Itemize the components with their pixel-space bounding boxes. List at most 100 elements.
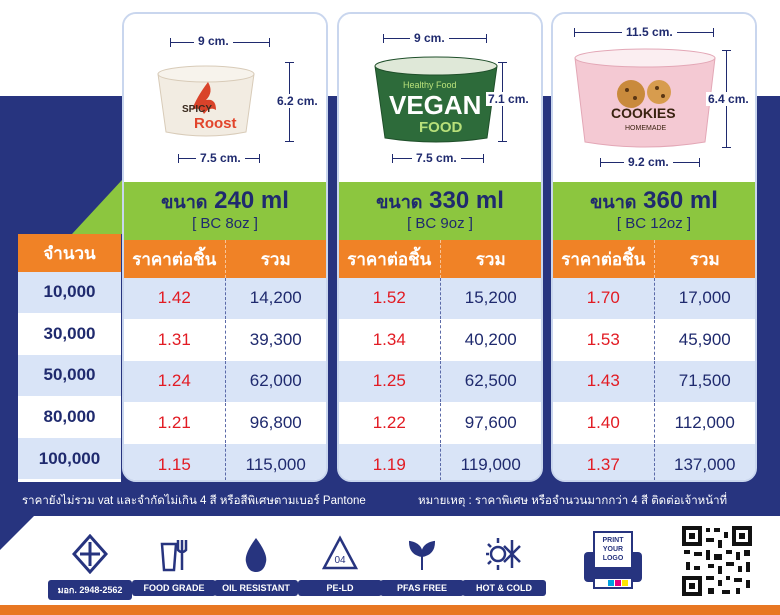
total-cell: 62,500 [464, 371, 517, 391]
unit-price-cell: 1.43 [553, 361, 655, 402]
unit-price-header: ราคาต่อชิ้น [553, 240, 655, 278]
table-header: ราคาต่อชิ้น รวม [553, 240, 755, 278]
total-cell: 97,600 [464, 413, 517, 433]
total-cell: 115,000 [245, 454, 306, 474]
table-row: 1.24 62,000 [124, 361, 326, 403]
cup-text-spicy: SPICY [182, 104, 212, 115]
cup-text-homemade: HOMEMADE [625, 125, 667, 132]
table-row: 1.31 39,300 [124, 319, 326, 362]
qr-code [680, 524, 754, 598]
orange-footer-bar [0, 605, 780, 615]
badge-label: HOT & COLD [462, 580, 546, 596]
table-header: ราคาต่อชิ้น รวม [339, 240, 541, 278]
unit-price-cell: 1.22 [339, 402, 441, 444]
price-rows: 1.70 17,000 1.53 45,900 1.43 71,500 1.40 112… [553, 278, 755, 480]
cup-text-healthy: Healthy Food [403, 80, 457, 90]
total-cell: 15,200 [464, 288, 517, 308]
table-header: ราคาต่อชิ้น รวม [124, 240, 326, 278]
badge-oil-resistant: OIL RESISTANT [214, 534, 298, 596]
table-row: 1.42 14,200 [124, 278, 326, 320]
table-row: 1.21 96,800 [124, 402, 326, 445]
total-cell: 17,000 [678, 288, 731, 308]
table-row: 1.25 62,500 [339, 361, 541, 403]
model-code: [ BC 8oz ] [192, 215, 258, 232]
table-row: 1.53 45,900 [553, 319, 755, 362]
size-value: 330 ml [429, 187, 504, 214]
quantity-cell: 80,000 [18, 396, 121, 439]
badge-label: PFAS FREE [380, 580, 464, 596]
total-cell: 96,800 [249, 413, 302, 433]
leaf-icon [408, 540, 436, 570]
unit-price-header: ราคาต่อชิ้น [339, 240, 441, 278]
unit-price-cell: 1.40 [553, 402, 655, 444]
badge-label: FOOD GRADE [132, 580, 216, 596]
cup-fork-icon [160, 540, 188, 572]
badge-label: OIL RESISTANT [214, 580, 298, 596]
badge-label: มอก. 2948-2562 [48, 580, 132, 600]
size-value: 240 ml [214, 187, 289, 214]
size-band: ขนาด 240 ml [ BC 8oz ] [124, 182, 326, 240]
total-header: รวม [689, 249, 720, 269]
product-card-bc8: SPICY Roost ขนาด 240 ml [ BC 8oz ] ราคาต… [122, 12, 328, 482]
table-row: 1.22 97,600 [339, 402, 541, 445]
sun-snowflake-icon [486, 538, 521, 570]
total-cell: 119,000 [460, 454, 521, 474]
total-header: รวม [260, 249, 291, 269]
price-rows: 1.42 14,200 1.31 39,300 1.24 62,000 1.21 96,… [124, 278, 326, 480]
size-prefix: ขนาด [161, 192, 208, 212]
printer-text-line: YOUR [603, 546, 623, 553]
recycle-04-icon: 04 [321, 535, 359, 570]
unit-price-cell: 1.52 [339, 278, 441, 319]
total-cell: 71,500 [678, 371, 731, 391]
bottom-width-label: 7.5 cm. [196, 151, 245, 165]
unit-price-cell: 1.19 [339, 444, 441, 480]
product-card-bc9: Healthy Food VEGAN FOOD ขนาด 330 ml [ BC… [337, 12, 543, 482]
height-label: 7.1 cm. [486, 92, 531, 106]
quantity-header: จำนวน [18, 234, 121, 272]
cookies-cup-image: COOKIES HOMEMADE [574, 48, 716, 148]
badge-label: PE-LD [298, 580, 382, 596]
table-row: 1.19 119,000 [339, 444, 541, 480]
spicy-roost-cup-image: SPICY Roost [157, 65, 255, 137]
corner-decoration [0, 516, 34, 550]
unit-price-header: ราคาต่อชิ้น [124, 240, 226, 278]
top-width-label: 9 cm. [410, 31, 449, 45]
quantity-column: จำนวน 10,000 30,000 50,000 80,000 100,00… [18, 234, 121, 482]
vat-note: ราคายังไม่รวม vat และจำกัดไม่เกิน 4 สี ห… [22, 495, 366, 507]
table-row: 1.15 115,000 [124, 444, 326, 480]
total-cell: 45,900 [678, 329, 731, 349]
badge-food-grade: FOOD GRADE [132, 534, 216, 596]
unit-price-cell: 1.24 [124, 361, 226, 402]
table-row: 1.34 40,200 [339, 319, 541, 362]
unit-price-cell: 1.15 [124, 444, 226, 480]
size-band: ขนาด 330 ml [ BC 9oz ] [339, 182, 541, 240]
bottom-width-label: 9.2 cm. [624, 155, 673, 169]
tis-standard-icon [72, 534, 108, 574]
badge-hot-cold: HOT & COLD [462, 534, 546, 596]
product-card-bc12: COOKIES HOMEMADE ขนาด 360 ml [ BC 12oz ]… [551, 12, 757, 482]
certification-strip: มอก. 2948-2562 FOOD GRADE OIL RESISTANT … [0, 516, 780, 605]
table-row: 1.37 137,000 [553, 444, 755, 480]
unit-price-cell: 1.42 [124, 278, 226, 319]
unit-price-cell: 1.21 [124, 402, 226, 444]
price-rows: 1.52 15,200 1.34 40,200 1.25 62,500 1.22 97,… [339, 278, 541, 480]
cup-text-cookies: COOKIES [611, 105, 676, 121]
badge-pe-ld: 04 PE-LD [298, 534, 382, 596]
green-corner-accent [72, 180, 122, 234]
unit-price-cell: 1.31 [124, 319, 226, 361]
table-row: 1.40 112,000 [553, 402, 755, 445]
total-header: รวม [475, 249, 506, 269]
table-row: 1.52 15,200 [339, 278, 541, 320]
model-code: [ BC 9oz ] [407, 215, 473, 232]
printer-text-line: LOGO [603, 555, 624, 562]
cup-text-food: FOOD [419, 119, 462, 136]
recycle-code: 04 [334, 555, 346, 566]
total-cell: 137,000 [674, 454, 736, 474]
model-code: [ BC 12oz ] [616, 215, 692, 232]
quantity-cell: 30,000 [18, 313, 121, 356]
special-price-note: หมายเหตุ : ราคาพิเศษ หรือจำนวนมากกว่า 4 … [418, 495, 728, 507]
badge-tis-standard: มอก. 2948-2562 [48, 534, 132, 600]
size-prefix: ขนาด [590, 192, 637, 212]
unit-price-cell: 1.70 [553, 278, 655, 319]
quantity-cell: 50,000 [18, 355, 121, 397]
